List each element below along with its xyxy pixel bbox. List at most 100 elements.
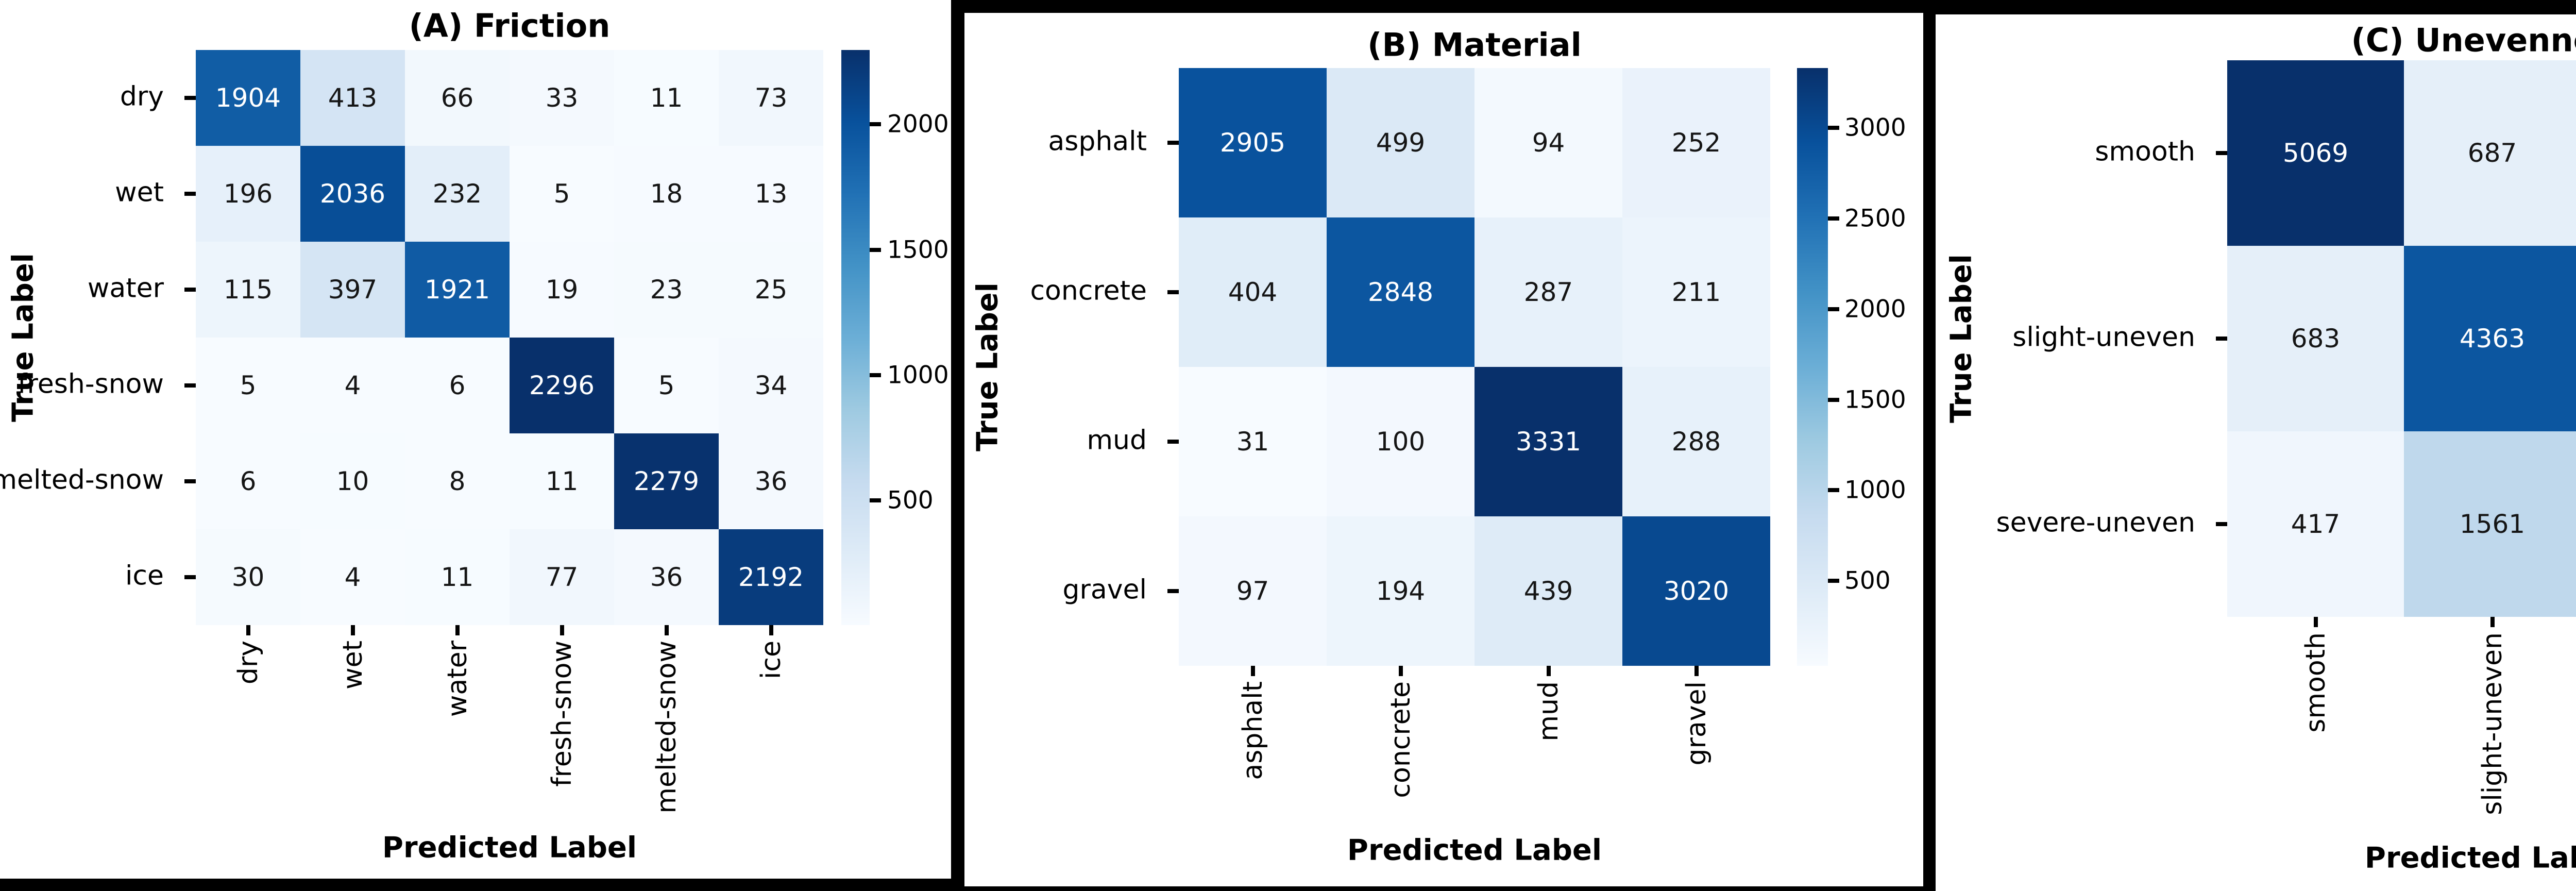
cell-value: 2036	[319, 179, 386, 209]
cell-value: 4	[344, 562, 361, 592]
cell-asphalt-mud: 94	[1475, 68, 1622, 217]
panel-a-friction: (A) Friction True Label 1904 413 66 33 11 73 1…	[0, 0, 951, 879]
cell-value: 77	[545, 562, 579, 592]
y-tick-label: smooth	[2095, 136, 2195, 167]
cell-value: 13	[754, 179, 788, 209]
cell-ice-dry: 30	[196, 529, 300, 625]
colorbar-tick-mark	[1828, 126, 1839, 130]
cell-value: 23	[650, 275, 683, 305]
y-tick-mark	[1167, 589, 1179, 593]
cell-asphalt-concrete: 499	[1327, 68, 1475, 217]
cell-value: 417	[2291, 509, 2341, 539]
x-tick-mark	[2313, 617, 2318, 627]
cell-value: 115	[223, 275, 273, 305]
cell-wet-melted-snow: 18	[614, 146, 719, 242]
cell-value: 687	[2467, 138, 2517, 168]
x-tick-label: smooth	[2300, 632, 2331, 733]
panel-title: (B) Material	[1367, 26, 1582, 64]
cell-wet-ice: 13	[719, 146, 823, 242]
cell-gravel-mud: 439	[1475, 516, 1622, 666]
cell-value: 100	[1376, 427, 1426, 457]
cell-value: 66	[440, 83, 474, 113]
cell-water-fresh-snow: 19	[510, 242, 614, 338]
cell-value: 404	[1228, 277, 1278, 307]
cell-value: 34	[754, 371, 788, 400]
y-tick-label: mud	[1087, 425, 1147, 456]
y-tick-mark	[2216, 522, 2227, 526]
colorbar-tick-mark	[1828, 307, 1839, 311]
y-tick-mark	[184, 575, 196, 579]
cell-value: 5069	[2282, 138, 2349, 168]
cell-asphalt-asphalt: 2905	[1179, 68, 1327, 217]
cell-dry-ice: 73	[719, 50, 823, 146]
cell-severe-uneven-slight-uneven: 1561	[2404, 431, 2576, 617]
cell-value: 94	[1532, 128, 1565, 158]
cell-value: 2848	[1367, 277, 1434, 307]
cell-value: 5	[658, 371, 675, 400]
y-tick-mark	[184, 479, 196, 483]
x-tick-mark	[1546, 666, 1551, 676]
y-tick-mark	[1167, 440, 1179, 444]
y-tick-label: fresh-snow	[18, 368, 164, 400]
cell-fresh-snow-water: 6	[405, 338, 510, 433]
cell-value: 252	[1671, 128, 1721, 158]
cell-value: 397	[328, 275, 378, 305]
x-axis-label: Predicted Label	[382, 831, 637, 865]
cell-value: 36	[650, 562, 683, 592]
cell-value: 196	[223, 179, 273, 209]
colorbar-tick-label: 500	[1844, 566, 1891, 595]
x-tick-mark	[2490, 617, 2495, 627]
y-tick-label: gravel	[1062, 574, 1147, 606]
cell-asphalt-gravel: 252	[1622, 68, 1770, 217]
colorbar-tick-label: 500	[887, 486, 934, 515]
cell-fresh-snow-wet: 4	[300, 338, 405, 433]
cell-melted-snow-wet: 10	[300, 433, 405, 529]
cell-mud-asphalt: 31	[1179, 367, 1327, 516]
x-tick-label: water	[442, 641, 473, 717]
colorbar-tick-label: 2000	[887, 110, 949, 139]
cell-value: 2296	[529, 371, 595, 400]
x-tick-label: melted-snow	[651, 641, 682, 814]
x-tick-mark	[664, 625, 669, 635]
cell-concrete-asphalt: 404	[1179, 217, 1327, 367]
colorbar-tick-label: 2500	[1844, 204, 1906, 233]
y-tick-mark	[2216, 337, 2227, 341]
colorbar-tick-label: 1000	[887, 361, 949, 390]
cell-wet-wet: 2036	[300, 146, 405, 242]
cell-value: 73	[754, 83, 788, 113]
cell-water-melted-snow: 23	[614, 242, 719, 338]
cell-ice-melted-snow: 36	[614, 529, 719, 625]
cell-mud-mud: 3331	[1475, 367, 1622, 516]
y-tick-label: slight-uneven	[2012, 322, 2195, 353]
cell-melted-snow-fresh-snow: 11	[510, 433, 614, 529]
colorbar-tick-mark	[870, 122, 881, 127]
cell-slight-uneven-slight-uneven: 4363	[2404, 246, 2576, 431]
cell-value: 25	[754, 275, 788, 305]
cell-gravel-asphalt: 97	[1179, 516, 1327, 666]
cell-value: 10	[336, 466, 369, 496]
x-tick-mark	[350, 625, 355, 635]
y-tick-mark	[2216, 151, 2227, 155]
colorbar-tick-mark	[1828, 397, 1839, 402]
cell-melted-snow-melted-snow: 2279	[614, 433, 719, 529]
x-tick-label: dry	[232, 641, 264, 685]
cell-value: 287	[1523, 277, 1573, 307]
cell-value: 3020	[1663, 576, 1730, 606]
y-tick-label: asphalt	[1048, 126, 1147, 157]
cell-dry-melted-snow: 11	[614, 50, 719, 146]
cell-gravel-concrete: 194	[1327, 516, 1475, 666]
cell-value: 3331	[1515, 427, 1582, 457]
cell-value: 499	[1376, 128, 1426, 158]
y-tick-mark	[184, 192, 196, 196]
cell-value: 2279	[633, 466, 700, 496]
colorbar-tick-mark	[870, 498, 881, 503]
y-tick-mark	[184, 288, 196, 292]
cell-value: 194	[1376, 576, 1426, 606]
cell-smooth-slight-uneven: 687	[2404, 60, 2576, 246]
cell-value: 4363	[2459, 324, 2526, 354]
cell-water-ice: 25	[719, 242, 823, 338]
cell-value: 1921	[424, 275, 490, 305]
cell-slight-uneven-smooth: 683	[2227, 246, 2404, 431]
cell-mud-gravel: 288	[1622, 367, 1770, 516]
colorbar-tick-mark	[870, 373, 881, 378]
